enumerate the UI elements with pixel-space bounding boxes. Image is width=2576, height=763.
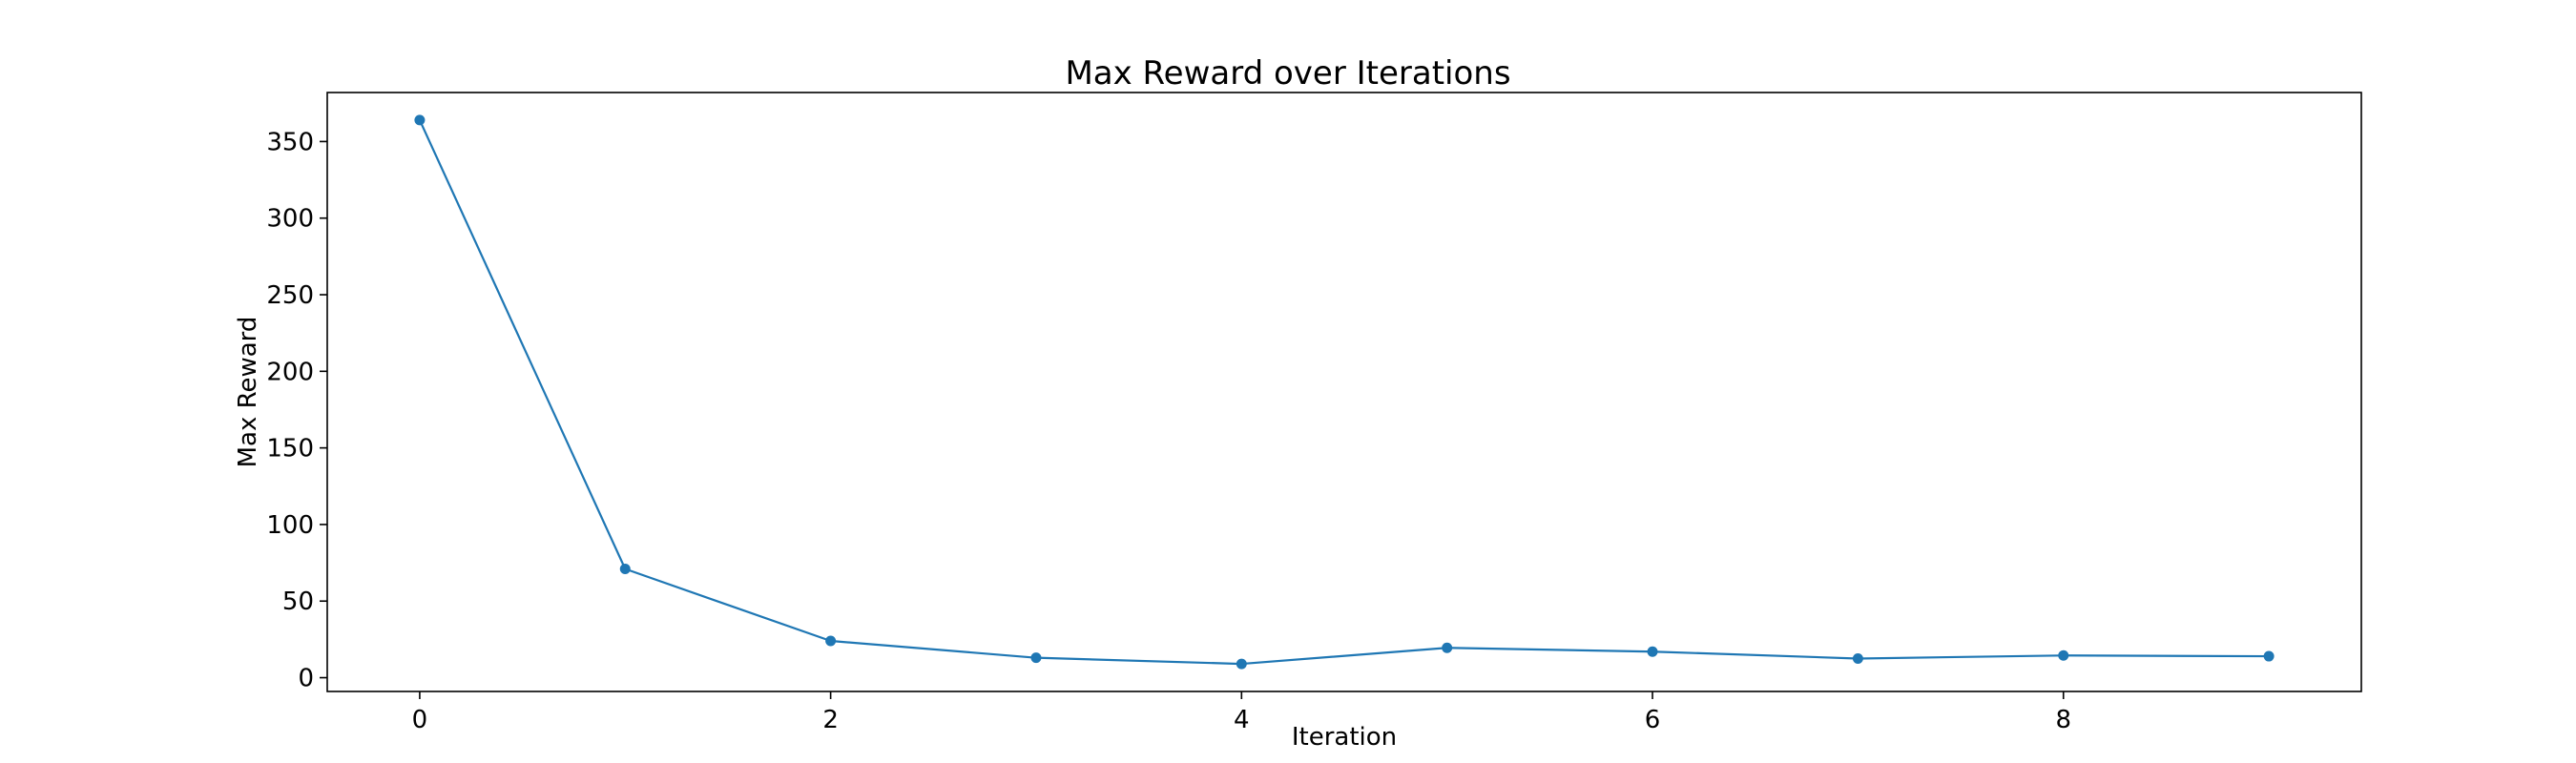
series-layer	[414, 114, 2275, 670]
data-point	[825, 635, 837, 647]
data-point	[2263, 650, 2275, 662]
y-tick-label: 250	[266, 281, 314, 310]
y-tick-label: 150	[266, 435, 314, 464]
chart-title: Max Reward over Iterations	[1065, 54, 1510, 93]
data-point	[414, 114, 426, 126]
y-tick-label: 100	[266, 511, 314, 540]
x-tick-label: 2	[822, 706, 839, 734]
data-point	[1030, 652, 1042, 664]
x-axis-label: Iteration	[1292, 723, 1397, 752]
x-tick-label: 6	[1645, 706, 1661, 734]
tick-layer: 0 2 4 6 8 0 50 100 150 200 250 300 350	[266, 128, 2071, 734]
y-axis-label: Max Reward	[234, 317, 262, 468]
plot-area-frame	[326, 92, 2362, 692]
y-tick-label: 0	[298, 665, 314, 693]
data-point	[2058, 650, 2069, 661]
data-point	[1852, 652, 1863, 664]
data-point	[1236, 658, 1247, 670]
data-point	[1647, 646, 1658, 657]
y-tick-label: 350	[266, 128, 314, 156]
y-tick-label: 50	[282, 588, 314, 616]
x-tick-label: 0	[412, 706, 428, 734]
data-point	[619, 564, 631, 575]
x-tick-label: 8	[2055, 706, 2071, 734]
data-point	[1442, 642, 1453, 653]
series-line	[418, 118, 2271, 666]
y-tick-label: 300	[266, 205, 314, 234]
y-tick-label: 200	[266, 358, 314, 386]
x-tick-label: 4	[1234, 706, 1250, 734]
